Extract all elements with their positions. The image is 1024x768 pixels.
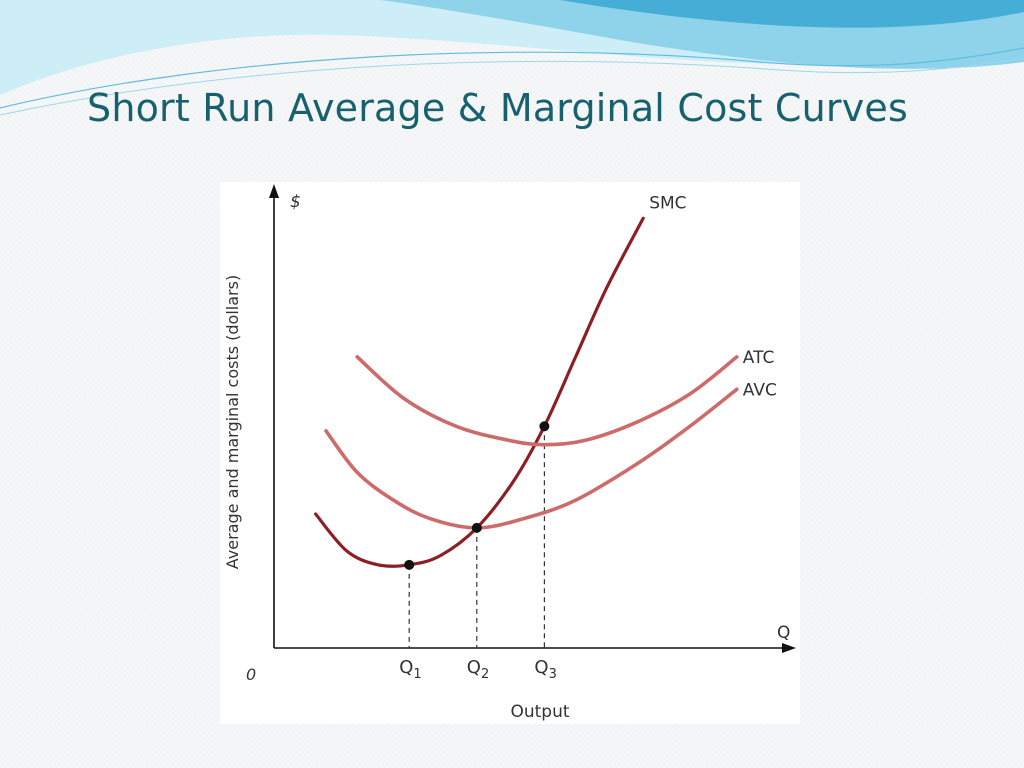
y-unit-label: $ bbox=[290, 192, 301, 212]
x-axis-title: Output bbox=[510, 702, 569, 722]
y-axis-title: Average and marginal costs (dollars) bbox=[223, 275, 242, 569]
series bbox=[314, 216, 739, 568]
marked-point-2 bbox=[471, 522, 482, 533]
x-tick-label-q3: Q3 bbox=[534, 657, 556, 682]
x-tick-label-q2: Q2 bbox=[467, 657, 489, 682]
dashed-guides bbox=[408, 426, 546, 648]
marked-point-3 bbox=[539, 421, 550, 432]
series-avc-line bbox=[324, 387, 739, 530]
series-atc-line bbox=[355, 355, 739, 447]
series-label-atc: ATC bbox=[743, 348, 775, 368]
axes bbox=[269, 184, 796, 653]
marked-point-1 bbox=[404, 559, 415, 570]
wave-dark bbox=[560, 0, 1024, 28]
x-tick-label-q1: Q1 bbox=[399, 657, 421, 682]
wave-line-2 bbox=[0, 57, 1024, 116]
origin-label: 0 bbox=[246, 665, 256, 684]
header-wave-decoration bbox=[0, 0, 1024, 116]
series-label-avc: AVC bbox=[743, 380, 777, 400]
wave-line-1 bbox=[0, 47, 1024, 109]
y-axis-arrow bbox=[269, 184, 279, 198]
series-label-smc: SMC bbox=[649, 193, 686, 213]
chart-panel bbox=[220, 182, 800, 724]
x-axis-label: Q bbox=[777, 623, 790, 643]
x-axis-arrow bbox=[782, 643, 796, 653]
marked-points bbox=[404, 421, 550, 570]
series-smc-line bbox=[314, 216, 645, 568]
chart-labels: $ Q 0 Output Average and marginal costs … bbox=[223, 192, 790, 722]
slide-title: Short Run Average & Marginal Cost Curves bbox=[87, 86, 909, 130]
